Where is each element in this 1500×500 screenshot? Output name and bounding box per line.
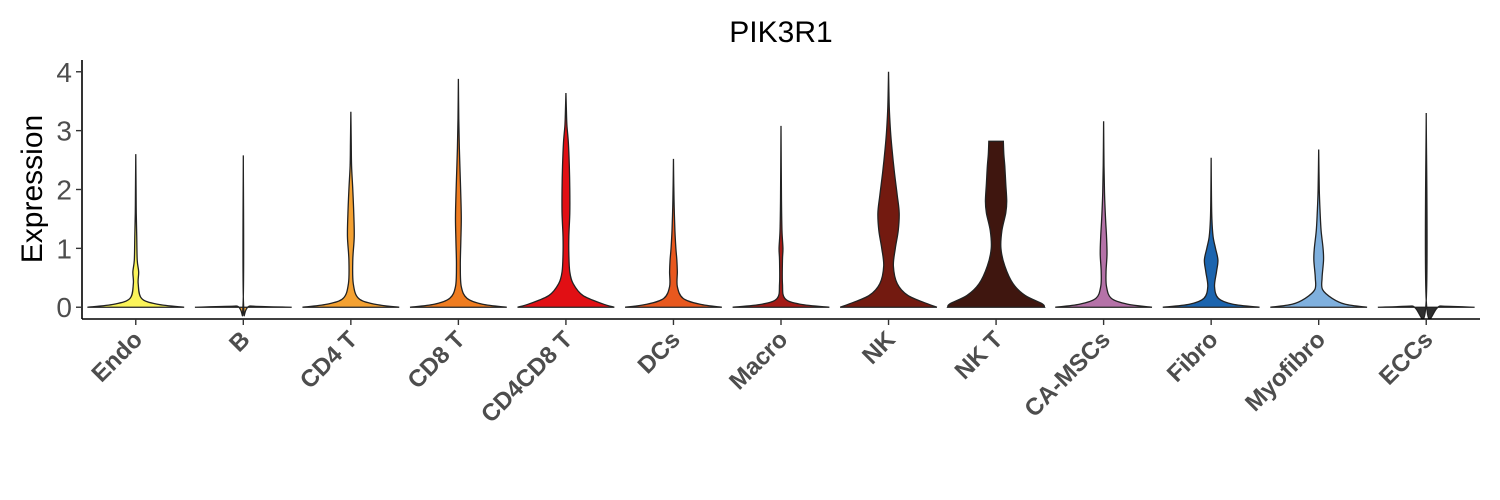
violin-nk-t xyxy=(946,140,1046,308)
violin-myofibro xyxy=(1270,149,1368,308)
violin-ca-mscs xyxy=(1055,121,1153,308)
x-tick-label: CD4CD8 T xyxy=(476,326,578,428)
violin-dcs xyxy=(624,158,722,308)
violin-cd4-t xyxy=(302,111,400,308)
x-tick-label: Macro xyxy=(724,326,793,395)
x-tick-label: B xyxy=(224,326,255,357)
violin-b xyxy=(194,155,292,317)
y-tick-label: 3 xyxy=(56,116,72,147)
violin-cd8-t xyxy=(409,78,507,308)
x-tick-label: Fibro xyxy=(1162,326,1224,388)
y-tick-label: 2 xyxy=(56,175,72,206)
violin-cd4cd8-t xyxy=(517,92,615,308)
y-tick-label: 1 xyxy=(56,233,72,264)
y-tick-label: 4 xyxy=(56,57,72,88)
x-tick-label: CD8 T xyxy=(403,326,471,394)
violin-endo xyxy=(87,154,185,308)
chart-title: PIK3R1 xyxy=(729,16,832,49)
x-tick-label: ECCs xyxy=(1374,326,1438,390)
violin-nk xyxy=(839,71,938,308)
violin-macro xyxy=(732,125,830,308)
violins-group xyxy=(87,71,1475,320)
violin-eccs xyxy=(1377,112,1475,320)
x-tick-label: CA-MSCs xyxy=(1019,326,1115,422)
y-tick-label: 0 xyxy=(56,292,72,323)
x-tick-label: Myofibro xyxy=(1240,326,1331,417)
y-axis-label: Expression xyxy=(16,115,49,263)
y-axis: 0 1 2 3 4 xyxy=(56,57,83,323)
violin-fibro xyxy=(1162,157,1260,308)
x-tick-label: DCs xyxy=(633,326,686,379)
x-tick-label: NK xyxy=(857,326,901,370)
x-axis: Endo B CD4 T CD8 T CD4CD8 T DCs Macro NK NK T CA-… xyxy=(82,318,1480,428)
x-tick-label: CD4 T xyxy=(295,326,363,394)
x-tick-label: Endo xyxy=(87,326,149,388)
x-tick-label: NK T xyxy=(950,326,1009,385)
